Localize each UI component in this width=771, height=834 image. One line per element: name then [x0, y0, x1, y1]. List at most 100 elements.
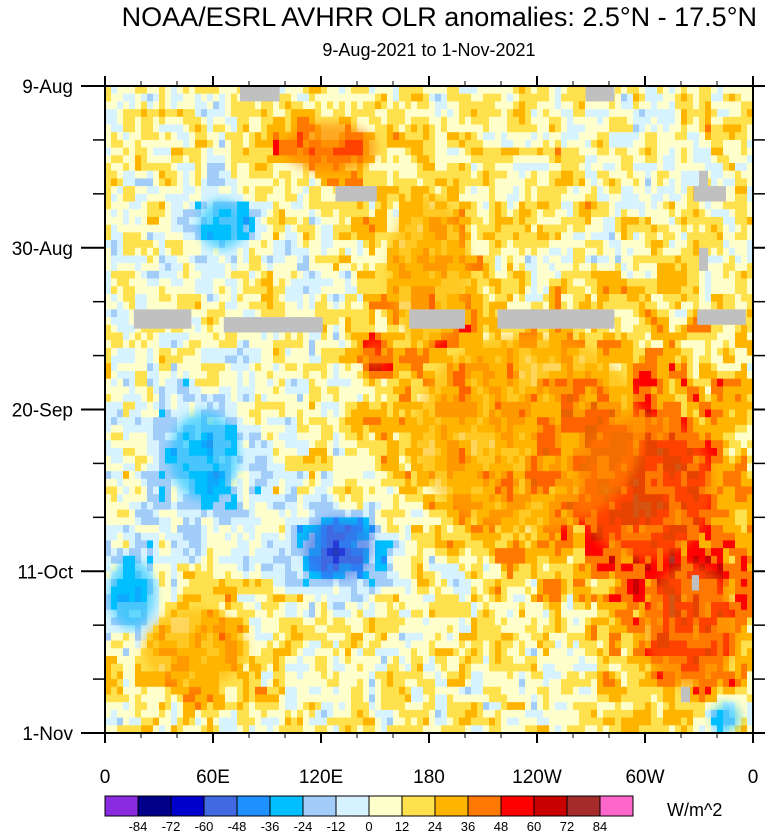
heatmap-cell [309, 293, 316, 303]
heatmap-cell [651, 332, 658, 341]
heatmap-cell [351, 278, 358, 287]
heatmap-cell [723, 378, 730, 387]
heatmap-cell [195, 247, 202, 257]
heatmap-cell [177, 301, 184, 310]
heatmap-cell [129, 293, 136, 303]
heatmap-cell [621, 132, 628, 141]
heatmap-cell [303, 255, 310, 264]
heatmap-cell [357, 309, 364, 318]
heatmap-cell [669, 309, 676, 318]
heatmap-cell [495, 332, 502, 341]
heatmap-cell [369, 432, 376, 441]
heatmap-cell [747, 370, 753, 380]
heatmap-cell [453, 109, 460, 118]
heatmap-cell [555, 139, 562, 149]
heatmap-cell [123, 440, 130, 449]
heatmap-cell [321, 417, 328, 426]
heatmap-cell [495, 301, 502, 310]
heatmap-cell [303, 116, 310, 126]
heatmap-cell [453, 193, 460, 203]
heatmap-cell [183, 170, 190, 180]
heatmap-cell [327, 186, 334, 195]
heatmap-cell [693, 278, 700, 287]
heatmap-cell [315, 278, 322, 287]
heatmap-cell [243, 124, 250, 133]
heatmap-cell [591, 209, 598, 218]
heatmap-cell [441, 193, 448, 203]
heatmap-cell [225, 409, 232, 418]
heatmap-cell [171, 163, 178, 172]
heatmap-cell [123, 209, 130, 218]
heatmap-cell [267, 232, 274, 241]
heatmap-cell [597, 186, 604, 195]
heatmap-cell [549, 255, 556, 264]
heatmap-cell [387, 124, 394, 133]
heatmap-cell [459, 340, 466, 349]
heatmap-cell [549, 86, 556, 95]
heatmap-cell [627, 101, 634, 110]
heatmap-cell [735, 293, 742, 303]
heatmap-cell [165, 363, 172, 372]
heatmap-cell [363, 340, 370, 349]
heatmap-cell [405, 101, 412, 110]
heatmap-cell [267, 240, 274, 249]
heatmap-cell [117, 378, 124, 387]
heatmap-cell [243, 132, 250, 141]
heatmap-cell [255, 309, 262, 318]
heatmap-cell [459, 224, 466, 233]
heatmap-cell [309, 178, 316, 187]
heatmap-cell [735, 170, 742, 180]
heatmap-cell [357, 270, 364, 280]
heatmap-cell [711, 301, 718, 310]
heatmap-cell [231, 86, 238, 95]
heatmap-cell [105, 347, 112, 357]
heatmap-cell [417, 147, 424, 156]
heatmap-cell [297, 301, 304, 310]
heatmap-cell [111, 86, 118, 95]
heatmap-cell [423, 178, 430, 187]
heatmap-cell [375, 240, 382, 249]
heatmap-cell [675, 101, 682, 110]
heatmap-cell [573, 216, 580, 226]
heatmap-cell [375, 293, 382, 303]
heatmap-cell [285, 309, 292, 318]
heatmap-cell [141, 324, 148, 334]
heatmap-cell [405, 147, 412, 156]
heatmap-cell [183, 324, 190, 334]
heatmap-cell [441, 147, 448, 156]
heatmap-cell [411, 355, 418, 364]
heatmap-cell [225, 278, 232, 287]
heatmap-cell [141, 186, 148, 195]
heatmap-cell [345, 370, 352, 380]
heatmap-cell [447, 193, 454, 203]
heatmap-cell [681, 93, 688, 102]
heatmap-cell [657, 232, 664, 241]
heatmap-cell [183, 363, 190, 372]
heatmap-cell [381, 93, 388, 102]
heatmap-cell [591, 101, 598, 110]
heatmap-cell [411, 163, 418, 172]
heatmap-cell [171, 417, 178, 426]
heatmap-cell [285, 232, 292, 241]
heatmap-cell [105, 124, 112, 133]
heatmap-cell [705, 347, 712, 357]
heatmap-cell [663, 224, 670, 233]
heatmap-cell [129, 124, 136, 133]
heatmap-cell [675, 232, 682, 241]
heatmap-cell [573, 139, 580, 149]
heatmap-cell [483, 224, 490, 233]
heatmap-cell [177, 201, 184, 210]
heatmap-cell [471, 340, 478, 349]
heatmap-cell [543, 147, 550, 156]
heatmap-cell [195, 116, 202, 126]
heatmap-cell [243, 193, 250, 203]
heatmap-cell [279, 201, 286, 210]
heatmap-cell [375, 116, 382, 126]
heatmap-cell [621, 109, 628, 118]
heatmap-cell [747, 186, 753, 195]
heatmap-cell [693, 409, 700, 418]
heatmap-cell [243, 255, 250, 264]
heatmap-cell [267, 139, 274, 149]
heatmap-cell [525, 86, 532, 95]
heatmap-cell [591, 286, 598, 295]
